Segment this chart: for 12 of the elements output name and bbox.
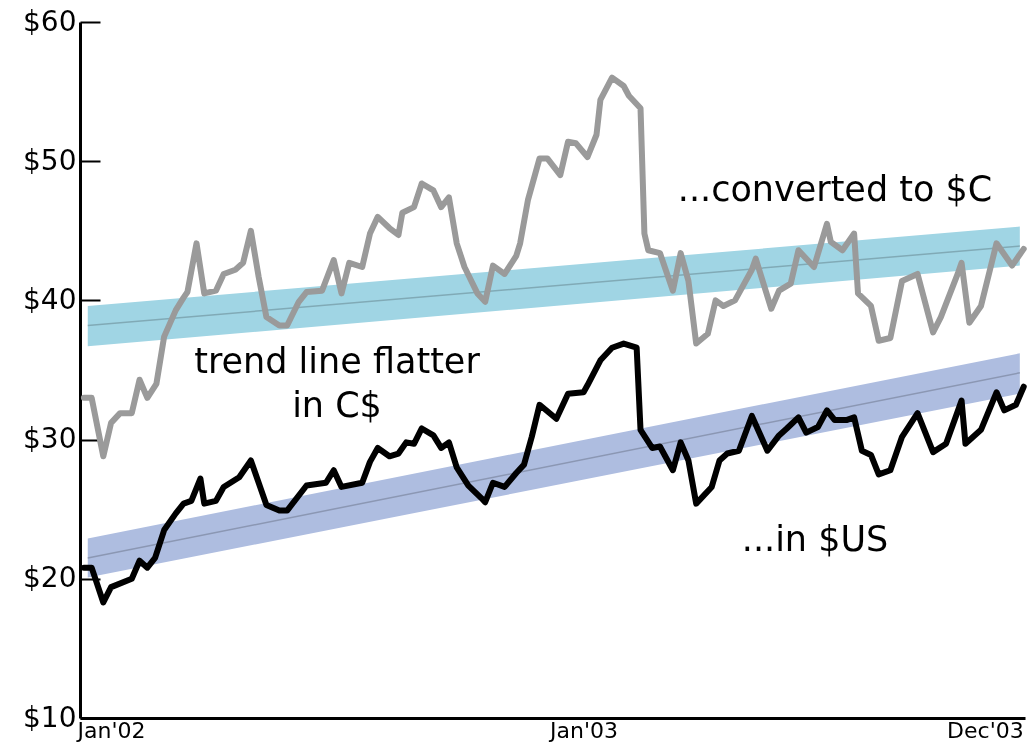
y-tick-label: $60 bbox=[23, 4, 77, 38]
y-tick-label: $30 bbox=[23, 422, 77, 456]
y-tick-label: $10 bbox=[23, 700, 77, 734]
series-label: ...in $US bbox=[741, 519, 889, 559]
y-tick-label: $40 bbox=[23, 282, 77, 316]
y-tick-label: $50 bbox=[23, 143, 77, 177]
y-tick-label: $20 bbox=[23, 561, 77, 595]
x-tick-label: Dec'03 bbox=[947, 717, 1024, 743]
annotation: trend line flatter in C$ bbox=[194, 341, 481, 425]
x-tick-label: Jan'03 bbox=[548, 717, 619, 743]
series-label: ...converted to $C bbox=[677, 169, 993, 209]
x-tick-label: Jan'02 bbox=[75, 717, 146, 743]
